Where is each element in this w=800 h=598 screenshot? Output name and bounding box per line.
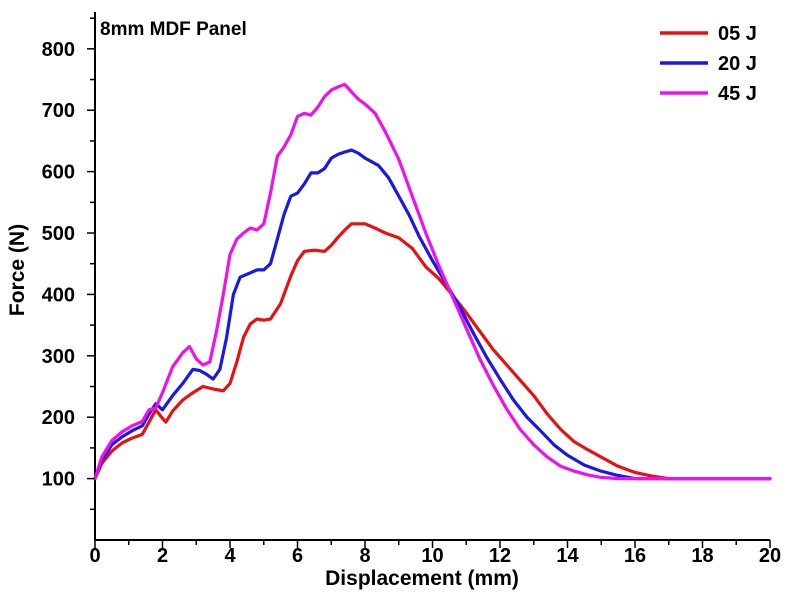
series-line-05-j <box>93 222 772 481</box>
y-axis: 100 200 300 400 500 600 700 800 <box>42 17 95 511</box>
y-tick-label: 300 <box>42 346 75 368</box>
y-tick-label: 700 <box>42 100 75 122</box>
x-tick-label: 6 <box>292 545 303 567</box>
x-axis-title: Displacement (mm) <box>325 567 519 590</box>
x-tick-label: 8 <box>359 545 370 567</box>
x-tick-label: 14 <box>556 545 579 567</box>
legend: 05 J 20 J 45 J <box>660 23 757 105</box>
y-tick-label: 600 <box>42 162 75 184</box>
x-tick-label: 2 <box>157 545 168 567</box>
y-tick-label: 200 <box>42 407 75 429</box>
x-tick-label: 10 <box>421 545 443 567</box>
legend-label: 20 J <box>718 53 757 75</box>
plot-area <box>94 12 770 541</box>
y-tick-label: 100 <box>42 469 75 491</box>
y-tick-label: 800 <box>42 39 75 61</box>
y-tick-label: 400 <box>42 284 75 306</box>
x-axis: 0 2 4 6 8 10 12 14 16 18 20 <box>89 540 781 567</box>
chart-title: 8mm MDF Panel <box>100 19 247 40</box>
x-tick-label: 4 <box>224 545 236 567</box>
series-line-45-j <box>93 82 772 481</box>
series-layer <box>93 82 772 481</box>
y-axis-title: Force (N) <box>6 224 29 316</box>
x-tick-label: 20 <box>759 545 781 567</box>
y-tick-label: 500 <box>42 223 75 245</box>
x-tick-label: 18 <box>691 545 713 567</box>
x-tick-label: 16 <box>624 545 646 567</box>
x-tick-label: 0 <box>89 545 100 567</box>
legend-label: 45 J <box>718 83 757 105</box>
legend-label: 05 J <box>718 23 757 45</box>
series-line-20-j <box>93 148 772 481</box>
x-tick-label: 12 <box>489 545 511 567</box>
